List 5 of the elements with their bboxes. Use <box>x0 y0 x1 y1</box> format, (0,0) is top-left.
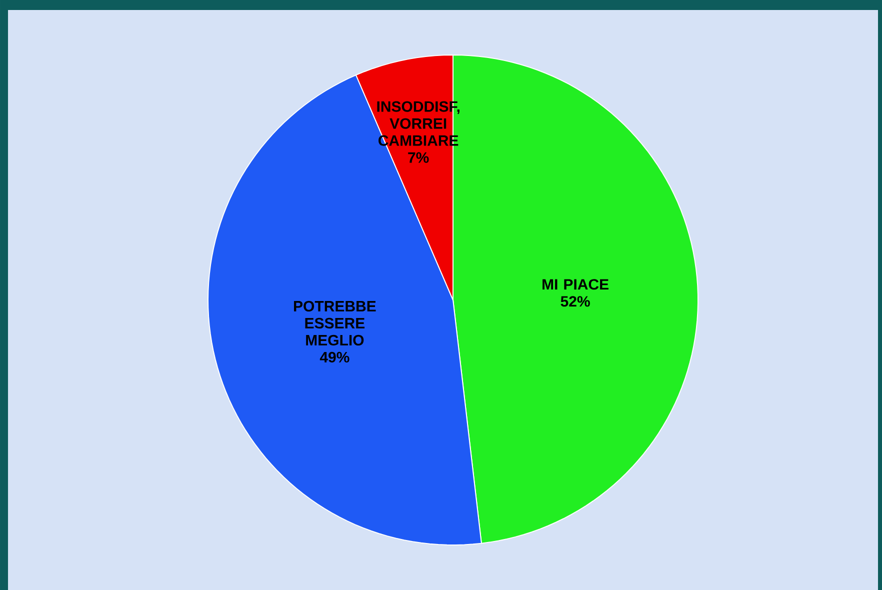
data-label: 52% <box>560 296 590 307</box>
slice-label: MI PIACE <box>542 279 608 290</box>
data-label: 49% <box>320 352 350 363</box>
data-label: 7% <box>408 152 429 163</box>
slice-label: POTREBBE ESSERE MEGLIO <box>294 300 376 346</box>
